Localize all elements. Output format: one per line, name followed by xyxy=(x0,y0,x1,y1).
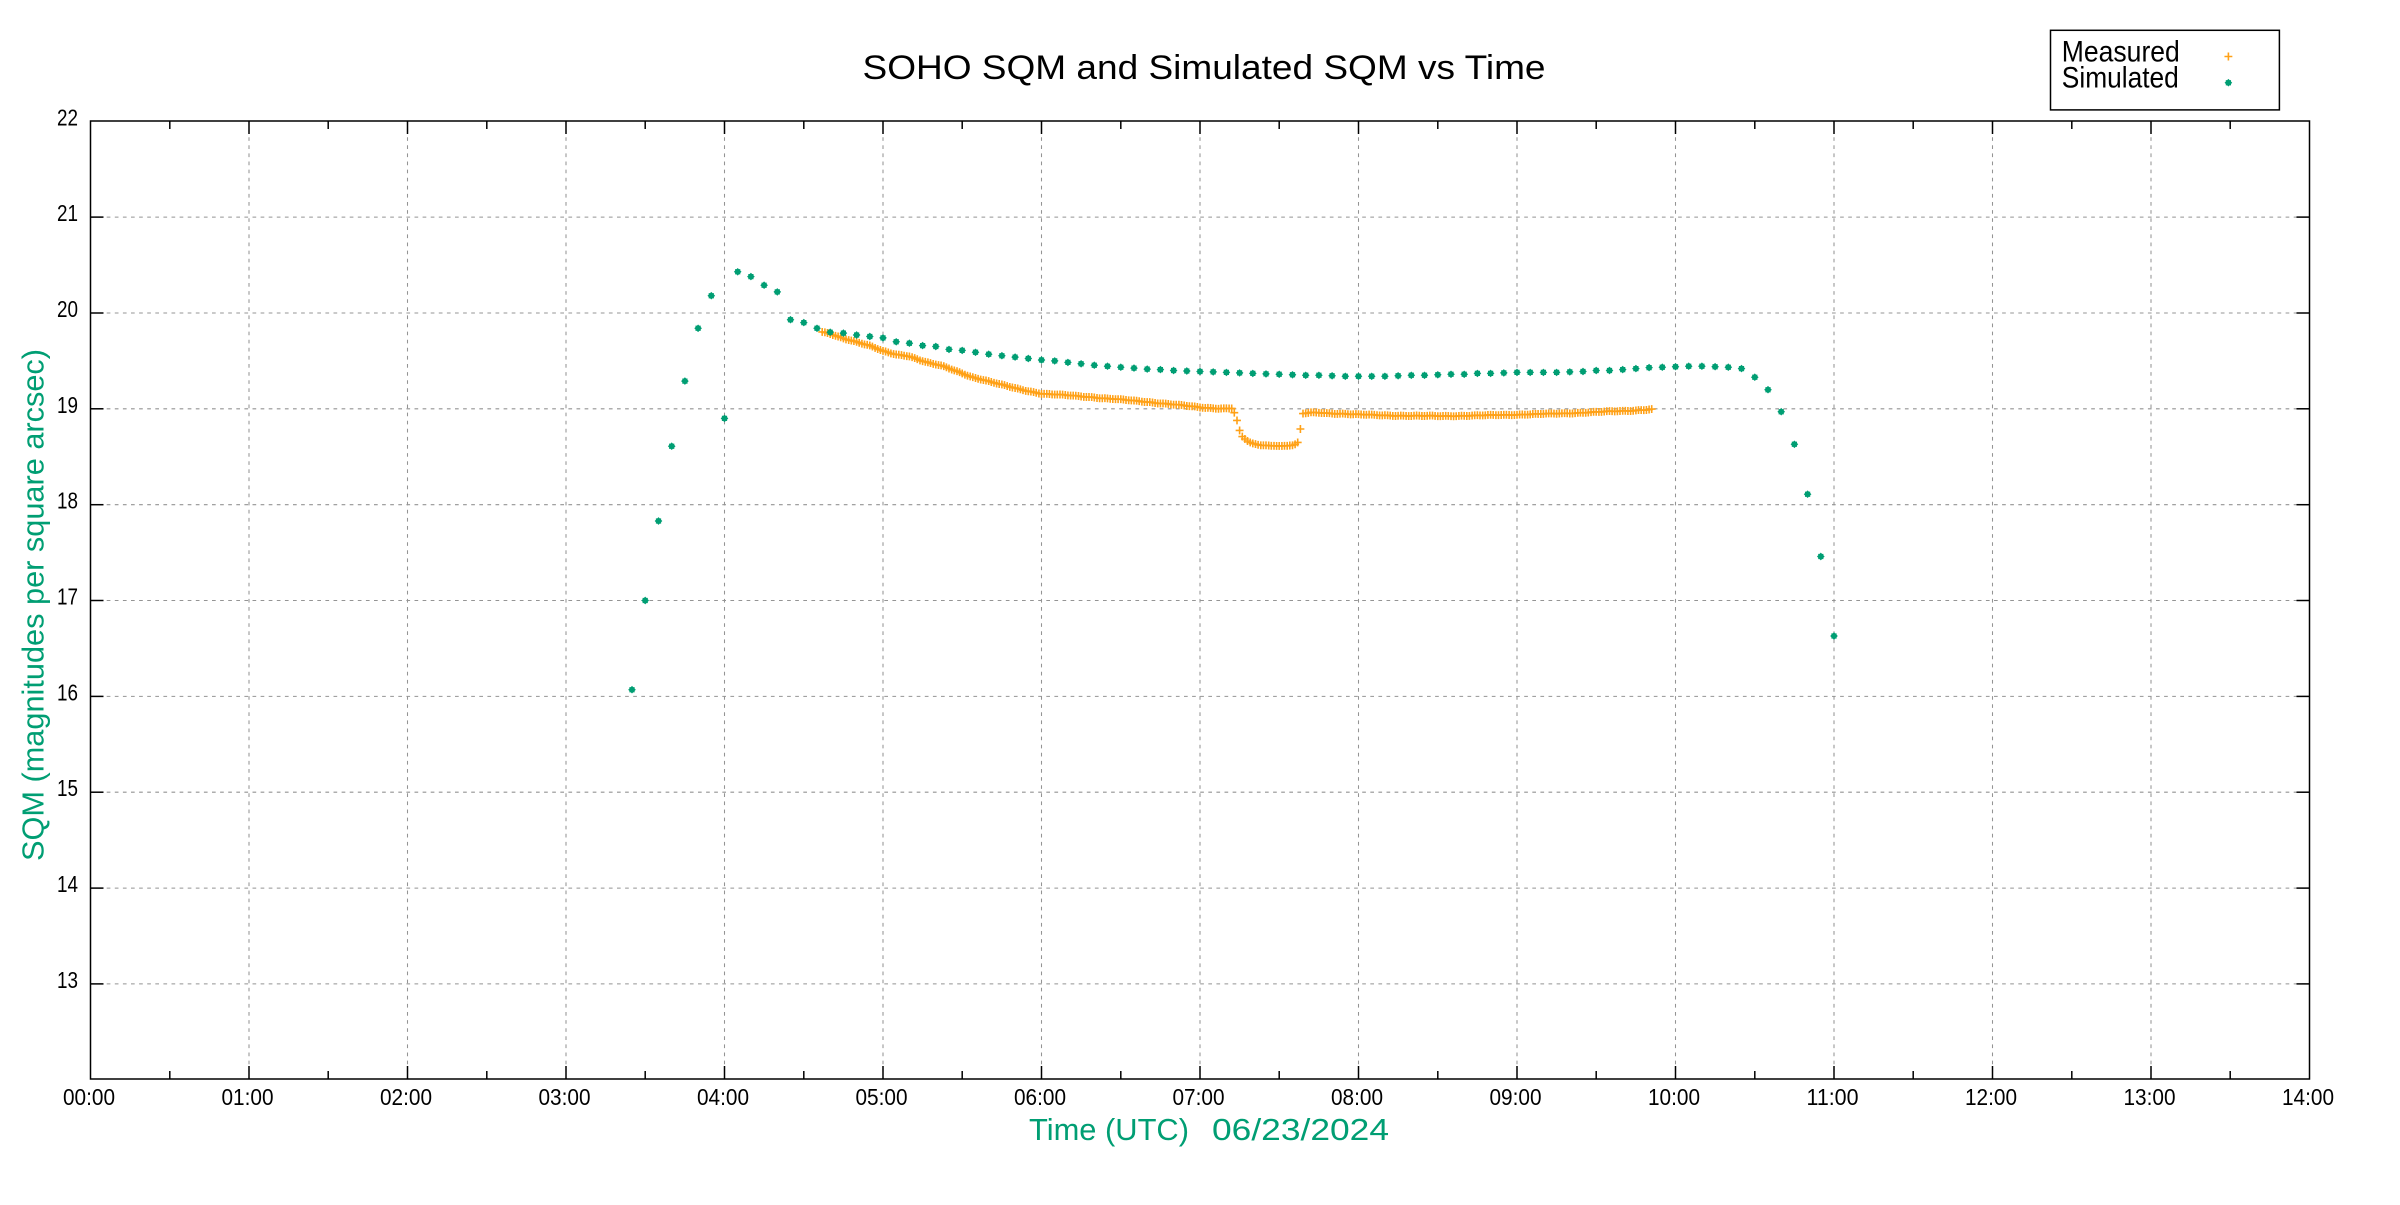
svg-text:18: 18 xyxy=(57,488,78,514)
svg-text:17: 17 xyxy=(57,584,78,610)
svg-text:19: 19 xyxy=(57,392,78,418)
svg-text:Measured: Measured xyxy=(2062,35,2180,68)
svg-text:01:00: 01:00 xyxy=(222,1084,274,1110)
svg-text:SQM (magnitudes per square arc: SQM (magnitudes per square arcsec) xyxy=(16,349,51,861)
svg-text:15: 15 xyxy=(57,775,78,801)
svg-text:Simulated: Simulated xyxy=(2062,62,2179,95)
svg-text:12:00: 12:00 xyxy=(1965,1084,2017,1110)
svg-text:22: 22 xyxy=(57,104,78,130)
svg-text:Time (UTC): Time (UTC) xyxy=(1029,1112,1189,1147)
svg-text:06/23/2024: 06/23/2024 xyxy=(1212,1112,1389,1147)
svg-text:04:00: 04:00 xyxy=(697,1084,749,1110)
svg-text:10:00: 10:00 xyxy=(1648,1084,1700,1110)
svg-text:14: 14 xyxy=(57,871,78,897)
svg-text:14:00: 14:00 xyxy=(2282,1084,2334,1110)
svg-text:06:00: 06:00 xyxy=(1014,1084,1066,1110)
svg-text:20: 20 xyxy=(57,296,78,322)
svg-text:13:00: 13:00 xyxy=(2124,1084,2176,1110)
svg-text:16: 16 xyxy=(57,679,78,705)
svg-text:07:00: 07:00 xyxy=(1173,1084,1225,1110)
svg-text:SOHO SQM and Simulated SQM vs: SOHO SQM and Simulated SQM vs Time xyxy=(863,49,1546,87)
svg-text:03:00: 03:00 xyxy=(539,1084,591,1110)
svg-text:02:00: 02:00 xyxy=(380,1084,432,1110)
svg-text:09:00: 09:00 xyxy=(1490,1084,1542,1110)
svg-text:21: 21 xyxy=(57,200,78,226)
svg-text:08:00: 08:00 xyxy=(1331,1084,1383,1110)
svg-text:05:00: 05:00 xyxy=(856,1084,908,1110)
svg-text:11:00: 11:00 xyxy=(1807,1084,1859,1110)
svg-text:13: 13 xyxy=(57,967,78,993)
svg-text:00:00: 00:00 xyxy=(63,1084,115,1110)
